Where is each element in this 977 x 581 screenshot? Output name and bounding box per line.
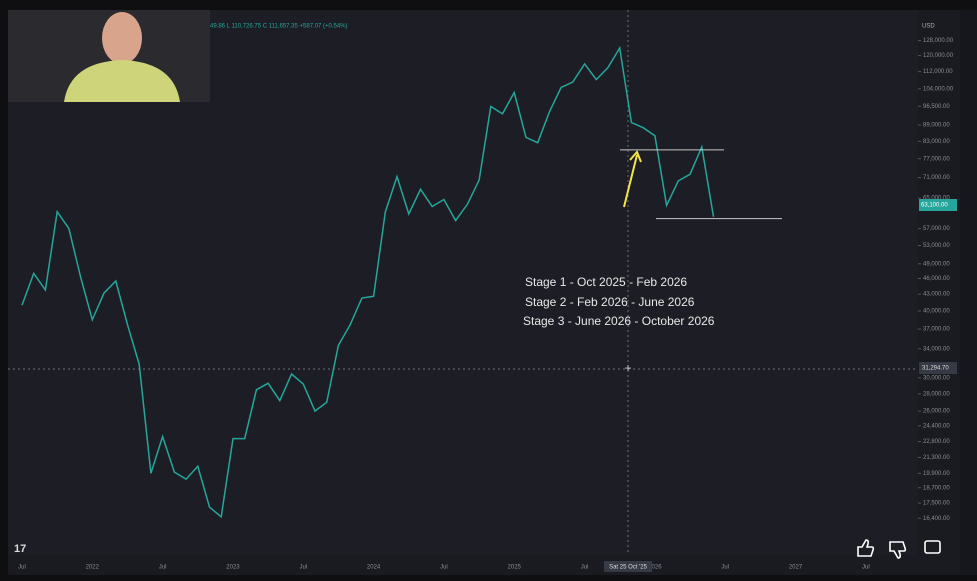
ohlc-readout: 49.86 L 110,726.75 C 111,657.35 +587.07 … [210, 24, 348, 30]
like-button[interactable] [857, 539, 875, 557]
y-tick-label: 28,000.00 [923, 391, 950, 397]
stage-annotation: Stage 1 - Oct 2025 - Feb 2026 [525, 275, 687, 289]
y-tick-label: 22,800.00 [923, 439, 950, 445]
x-tick-label: 2023 [226, 565, 240, 571]
crosshair-date-tag [604, 561, 652, 572]
dislike-button[interactable] [889, 541, 907, 559]
x-tick-label: 2027 [789, 565, 803, 571]
stage-annotation: Stage 2 - Feb 2026 - June 2026 [525, 295, 695, 309]
x-tick-label: Jul [299, 565, 307, 571]
y-tick-label: 26,000.00 [923, 409, 950, 415]
y-tick-label: 128,000.00 [923, 38, 954, 44]
webcam [8, 10, 210, 102]
y-tick-label: 24,400.00 [923, 423, 950, 429]
crosshair-tag [919, 362, 957, 375]
logo: 17 [14, 543, 26, 555]
y-tick-label: 112,000.00 [923, 69, 953, 75]
price-line [21, 45, 715, 519]
y-tick-label: 16,400.00 [923, 516, 950, 522]
crosshair-cursor: + [624, 361, 631, 375]
x-tick-label: 2025 [508, 565, 522, 571]
x-tick-label: Jul [862, 565, 870, 571]
x-tick-label: Jul [18, 565, 26, 571]
x-tick-label: Jul [440, 565, 448, 571]
stage-annotation: Stage 3 - June 2026 - October 2026 [523, 314, 715, 328]
reactions [857, 539, 941, 559]
y-tick-label: 43,000.00 [923, 292, 950, 298]
y-tick-label: 71,000.00 [923, 175, 950, 181]
x-tick-label: Jul [159, 565, 167, 571]
y-tick-label: 37,000.00 [923, 327, 950, 333]
y-tick-label: 120,000.00 [923, 53, 954, 59]
crosshair-price: 31,294.70 [922, 366, 949, 372]
face [102, 12, 142, 64]
y-tick-label: 40,000.00 [923, 309, 950, 315]
y-tick-label: 83,000.00 [923, 139, 950, 145]
x-tick-label: Jul [721, 565, 729, 571]
y-tick-label: 57,000.00 [923, 226, 950, 232]
x-tick-label: 2022 [86, 565, 100, 571]
arrow [623, 154, 638, 208]
x-tick-label: Jul [581, 565, 589, 571]
y-tick-label: 77,000.00 [923, 156, 950, 162]
y-tick-label: 89,000.00 [923, 123, 950, 129]
x-tick-label: 2026 [648, 565, 662, 571]
y-tick-label: 19,900.00 [923, 471, 950, 477]
comment-button[interactable] [924, 540, 941, 554]
price-axis [918, 10, 960, 568]
time-axis [8, 555, 960, 575]
y-tick-label: 17,500.00 [923, 501, 950, 507]
price-tag [919, 199, 957, 212]
y-tick-label: 46,000.00 [923, 276, 950, 282]
y-tick-label: 18,700.00 [923, 485, 950, 491]
y-tick-label: 49,000.00 [923, 261, 950, 267]
currency: USD [922, 24, 935, 30]
price-tag-label: 63,100.00 [921, 203, 948, 209]
shirt [64, 60, 180, 102]
crosshair-date: Sat 25 Oct '25 [609, 565, 647, 571]
y-tick-label: 96,500.00 [923, 104, 950, 110]
y-tick-label: 21,300.00 [923, 455, 950, 461]
y-tick-label: 53,000.00 [923, 243, 950, 249]
y-tick-label: 34,000.00 [923, 346, 950, 352]
arrow-head [629, 150, 642, 163]
x-tick-label: 2024 [367, 565, 381, 571]
y-tick-label: 104,000.00 [923, 86, 954, 92]
y-tick-label: 65,000.00 [923, 196, 950, 202]
y-tick-label: 30,000.00 [923, 375, 950, 381]
sidebar [960, 10, 977, 575]
